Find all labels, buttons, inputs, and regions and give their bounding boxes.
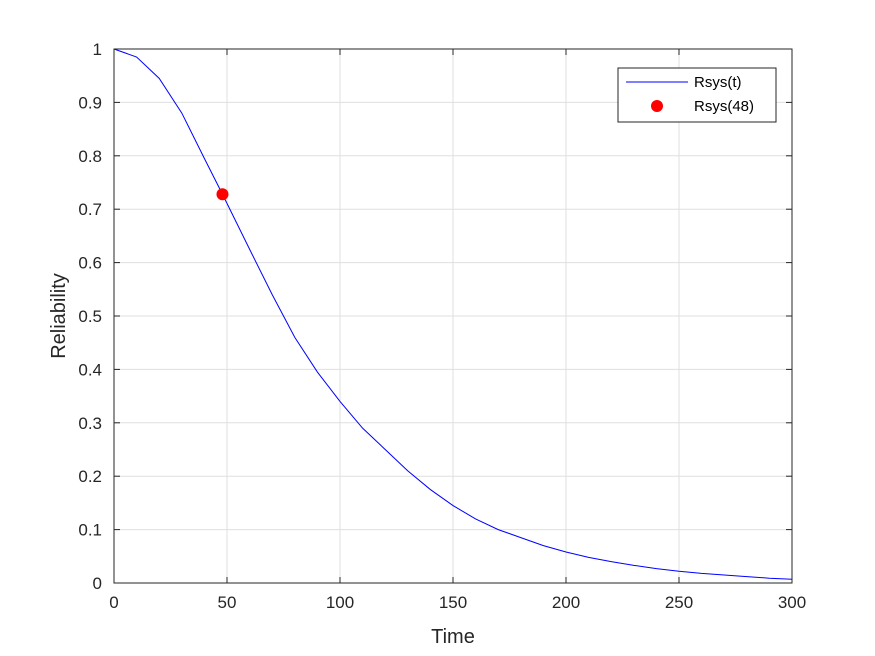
x-tick-label: 50 <box>218 593 237 612</box>
y-axis-title: Reliability <box>48 273 70 359</box>
x-tick-label: 200 <box>552 593 580 612</box>
axes <box>113 48 793 584</box>
legend: Rsys(t) Rsys(48) <box>617 67 777 123</box>
legend-entry-line: Rsys(t) <box>694 74 742 91</box>
x-tick-labels: 0 50 100 150 200 250 300 <box>109 593 806 612</box>
y-tick-label: 0.3 <box>78 414 102 433</box>
y-tick-label: 0.5 <box>78 307 102 326</box>
y-tick-labels: 0 0.1 0.2 0.3 0.4 0.5 0.6 0.7 0.8 0.9 1 <box>78 40 102 593</box>
x-axis-title: Time <box>431 626 475 648</box>
x-tick-label: 250 <box>665 593 693 612</box>
y-tick-label: 0.1 <box>78 521 102 540</box>
x-tick-label: 100 <box>326 593 354 612</box>
y-tick-label: 0.4 <box>78 360 102 379</box>
legend-box <box>617 67 777 123</box>
x-tick-label: 0 <box>109 593 118 612</box>
y-tick-label: 0.9 <box>78 93 102 112</box>
x-tick-label: 300 <box>778 593 806 612</box>
series-layer <box>113 48 793 580</box>
y-tick-label: 0.6 <box>78 254 102 273</box>
legend-marker-swatch <box>651 100 663 112</box>
y-tick-label: 0.2 <box>78 467 102 486</box>
data-point-rsys-48 <box>216 188 229 201</box>
legend-entry-marker: Rsys(48) <box>694 98 754 115</box>
y-tick-label: 0.8 <box>78 147 102 166</box>
x-tick-label: 150 <box>439 593 467 612</box>
y-tick-label: 0 <box>93 574 102 593</box>
y-tick-label: 0.7 <box>78 200 102 219</box>
y-tick-label: 1 <box>93 40 102 59</box>
